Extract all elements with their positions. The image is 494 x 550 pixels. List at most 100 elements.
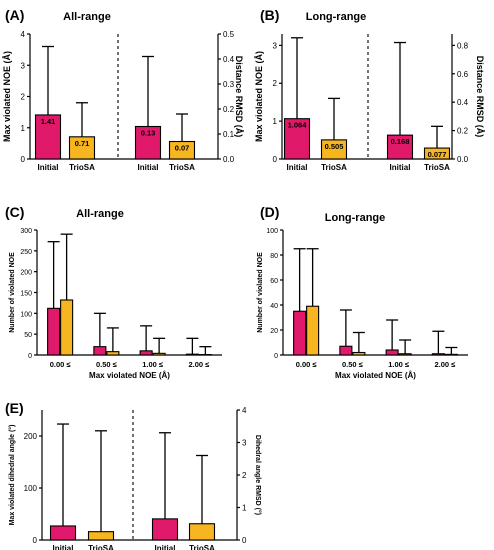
initial-bar-C (47, 307, 61, 356)
panel-label-D: (D) (260, 204, 279, 220)
left-tick-label-A: 1 (21, 124, 26, 133)
bar-value-label-B: 0.505 (325, 142, 344, 151)
x-tick-label-D: 1.00 ≤ (388, 360, 409, 369)
x-tick-label-B: Initial (390, 163, 411, 172)
x-tick-label-E: Initial (53, 544, 74, 550)
triosa-bar-C (106, 351, 120, 356)
y-tick-label-D: 80 (270, 253, 278, 260)
x-axis-title-D: Max violated NOE (Å) (335, 371, 416, 380)
x-tick-label-E: TrioSA (189, 544, 215, 550)
left-axis-title-B: Max violated NOE (Å) (254, 51, 264, 142)
right-tick-label-A: 0.4 (223, 55, 235, 64)
triosa-bar-D (306, 305, 320, 356)
y-tick-label-C: 200 (20, 270, 32, 277)
left-axis-title-A: Max violated NOE (Å) (2, 51, 12, 142)
triosa-bar-D (444, 353, 458, 356)
right-tick-label-E: 4 (242, 406, 247, 415)
initial-bar-D (385, 349, 399, 356)
y-tick-label-D: 20 (270, 328, 278, 335)
right-tick-label-A: 0.3 (223, 80, 235, 89)
left-tick-label-E: 0 (33, 536, 38, 545)
bar-value-label-B: 1.064 (288, 121, 308, 130)
right-tick-label-B: 0.2 (457, 127, 469, 136)
right-tick-label-B: 0.8 (457, 41, 469, 50)
left-tick-label-A: 0 (21, 155, 26, 164)
panel-label-C: (C) (5, 204, 24, 220)
left-tick-label-A: 3 (21, 61, 26, 70)
x-tick-label-D: 0.00 ≤ (296, 360, 317, 369)
triosa-bar-C (60, 299, 74, 356)
bar-value-label-A: 0.07 (175, 144, 190, 153)
y-tick-label-D: 0 (274, 353, 278, 360)
left-tick-label-A: 4 (21, 30, 26, 39)
initial-bar-E (151, 518, 179, 541)
right-tick-label-A: 0.0 (223, 155, 235, 164)
initial-bar-D (293, 310, 307, 356)
initial-bar-C (93, 346, 107, 356)
x-tick-label-E: Initial (155, 544, 176, 550)
left-tick-label-B: 2 (273, 79, 278, 88)
triosa-bar-C (152, 352, 166, 356)
initial-bar-E (49, 525, 77, 541)
triosa-bar-E (188, 523, 216, 541)
right-tick-label-E: 3 (242, 439, 247, 448)
initial-bar-C (139, 350, 153, 356)
panel-label-A: (A) (5, 7, 24, 23)
right-tick-label-A: 0.1 (223, 130, 235, 139)
right-tick-label-B: 0.0 (457, 155, 469, 164)
x-tick-label-B: TrioSA (321, 163, 347, 172)
initial-bar-C (185, 353, 199, 356)
panel-title-D: Long-range (325, 212, 386, 224)
panel-title-B: Long-range (306, 11, 367, 23)
y-axis-title-C: Number of violated NOE (9, 252, 16, 333)
right-axis-title-B: Distance RMSD (Å) (475, 56, 485, 138)
y-axis-title-D: Number of violated NOE (257, 252, 264, 333)
y-tick-label-D: 40 (270, 303, 278, 310)
right-tick-label-A: 0.2 (223, 105, 235, 114)
x-tick-label-C: 1.00 ≤ (142, 360, 163, 369)
x-tick-label-B: Initial (287, 163, 308, 172)
x-tick-label-A: TrioSA (169, 163, 195, 172)
x-tick-label-B: TrioSA (424, 163, 450, 172)
y-tick-label-C: 250 (20, 249, 32, 256)
right-tick-label-E: 1 (242, 504, 247, 513)
bar-value-label-A: 0.71 (75, 139, 90, 148)
left-tick-label-B: 0 (273, 155, 278, 164)
x-tick-label-D: 2.00 ≤ (434, 360, 455, 369)
x-tick-label-E: TrioSA (88, 544, 114, 550)
right-tick-label-B: 0.6 (457, 70, 469, 79)
right-tick-label-B: 0.4 (457, 98, 469, 107)
panel-label-E: (E) (5, 400, 24, 416)
x-tick-label-C: 0.50 ≤ (96, 360, 117, 369)
x-tick-label-C: 2.00 ≤ (188, 360, 209, 369)
triosa-bar-D (398, 353, 412, 356)
left-tick-label-A: 2 (21, 93, 26, 102)
y-tick-label-D: 60 (270, 278, 278, 285)
x-tick-label-D: 0.50 ≤ (342, 360, 363, 369)
initial-bar-A (34, 114, 62, 160)
left-tick-label-E: 100 (24, 484, 38, 493)
right-axis-title-A: Distance RMSD (Å) (234, 56, 244, 138)
panel-title-C: All-range (76, 208, 124, 220)
left-tick-label-B: 3 (273, 41, 278, 50)
y-tick-label-C: 0 (28, 353, 32, 360)
panel-title-A: All-range (63, 11, 111, 23)
initial-bar-D (431, 353, 445, 356)
bar-value-label-A: 0.13 (141, 129, 156, 138)
y-tick-label-D: 100 (266, 228, 278, 235)
panel-label-B: (B) (260, 7, 279, 23)
right-tick-label-E: 2 (242, 471, 247, 480)
right-axis-title-E: Dihedral angle RMSD (°) (254, 435, 262, 515)
x-tick-label-A: TrioSA (69, 163, 95, 172)
y-tick-label-C: 150 (20, 291, 32, 298)
right-tick-label-E: 0 (242, 536, 247, 545)
right-tick-label-A: 0.5 (223, 30, 235, 39)
left-tick-label-B: 1 (273, 117, 278, 126)
x-tick-label-A: Initial (38, 163, 59, 172)
triosa-bar-D (352, 351, 366, 356)
left-tick-label-E: 200 (24, 432, 38, 441)
initial-bar-B (283, 118, 311, 160)
left-axis-title-E: Max violated dihedral angle (°) (8, 425, 16, 526)
bar-value-label-B: 0.077 (428, 150, 447, 159)
